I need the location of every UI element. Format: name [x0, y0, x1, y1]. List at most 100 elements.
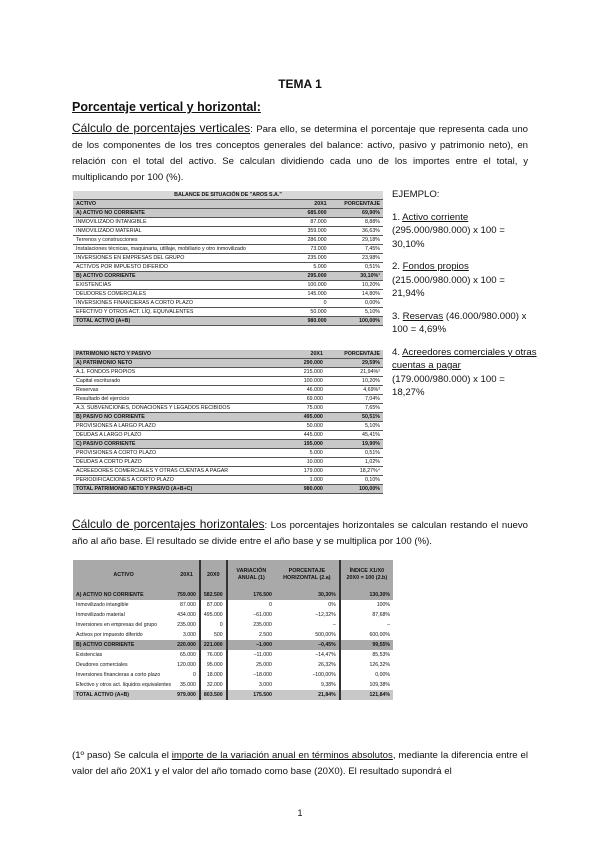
table-row: DEUDAS A CORTO PLAZO 10.000 1,02% — [73, 457, 383, 467]
table-row: A) PATRIMONIO NETO 290.000 29,59% — [73, 358, 383, 368]
table-row: ACTIVOS POR IMPUESTO DIFERIDO 5.000 0,51% — [73, 262, 383, 272]
value-cell: 50.000 — [291, 421, 326, 431]
value-cell: 176.500 — [225, 590, 275, 600]
table-header-row: ACTIVO 20X1 PORCENTAJE — [73, 199, 383, 209]
label-cell: INVERSIONES EN EMPRESAS DEL GRUPO — [73, 253, 298, 263]
label-cell: Capital escriturado — [73, 376, 292, 386]
value-cell: 10,20% — [329, 280, 383, 290]
label-cell: PROVISIONES A CORTO PLAZO — [73, 448, 292, 458]
table-row: Inversiones financieras a corto plazo 0 18… — [73, 670, 393, 680]
value-cell: 0 — [193, 672, 196, 678]
table-row: Inmovilizado material 434.000 495.000 −61.0… — [73, 610, 393, 620]
label-cell: DEUDORES COMERCIALES — [73, 289, 298, 299]
value-cell: 7,04% — [325, 394, 383, 404]
value-cell: 50.000 — [297, 307, 330, 317]
table-row: Inversiones en empresas del grupo 235.000… — [73, 620, 393, 630]
value-cell: 5.000 — [297, 262, 330, 272]
column-header: ACTIVO — [73, 560, 175, 590]
value-cell: 85,53% — [338, 650, 393, 660]
value-cell: −11.000 — [225, 650, 275, 660]
label-cell: Inmovilizado intangible — [76, 602, 129, 608]
value-cell: 7,45% — [329, 244, 383, 254]
value-cell: 5,10% — [329, 307, 383, 317]
table-row: DEUDORES COMERCIALES 145.000 14,80% — [73, 289, 383, 299]
value-cell: −14,47% — [315, 652, 336, 658]
label-cell: EXISTENCIAS — [73, 280, 298, 290]
label-cell: EFECTIVO Y OTROS ACT. LÍQ. EQUIVALENTES — [73, 307, 298, 317]
table-row: TOTAL ACTIVO (A+B) 980.000 100,00% — [73, 316, 383, 326]
value-cell: 18.000 — [198, 670, 227, 680]
value-cell: 50,51% — [325, 412, 383, 422]
table-row: PROVISIONES A LARGO PLAZO 50.000 5,10% — [73, 421, 383, 431]
step1-text: , mediante la diferencia entre el valor … — [72, 750, 528, 777]
value-cell: 100% — [338, 600, 393, 610]
label-cell: B) ACTIVO CORRIENTE — [73, 271, 298, 281]
table-row: ACREEDORES COMERCIALES Y OTRAS CUENTAS A… — [73, 466, 383, 476]
horizontal-text: : Los porcentajes horizontales se calcul… — [72, 520, 528, 547]
table-row: TOTAL PATRIMONIO NETO Y PASIVO (A+B+C) 98… — [73, 484, 383, 494]
value-cell: 65.000 — [180, 652, 196, 658]
value-cell: 3.000 — [182, 632, 196, 638]
table-row: Inmovilizado intangible 87.000 87.000 0 0% 10… — [73, 600, 393, 610]
label-cell: INMOVILIZADO MATERIAL — [73, 226, 298, 236]
value-cell: 26,32% — [318, 662, 336, 668]
value-cell: 14,80% — [329, 289, 383, 299]
value-cell: 600,00% — [338, 630, 393, 640]
example-number: 3. — [392, 310, 403, 322]
vertical-paragraph: Cálculo de porcentajes verticales: Para … — [72, 120, 528, 186]
label-cell: Activos por impuesto diferido — [76, 632, 143, 638]
column-header: ÍNDICE X1/X0 20X0 = 100 (2.b) — [338, 560, 393, 590]
value-cell: 35.000 — [180, 682, 196, 688]
label-cell: Terrenos y construcciones — [73, 235, 298, 245]
value-cell: 235.000 — [177, 622, 196, 628]
table-row: A.1. FONDOS PROPIOS 215.000 21,94%² — [73, 367, 383, 377]
value-cell: – — [332, 622, 336, 628]
value-cell: 30,30% — [274, 590, 340, 600]
value-cell: 500,00% — [315, 632, 336, 638]
value-cell: 23,98% — [329, 253, 383, 263]
value-cell: 100.000 — [291, 376, 326, 386]
label-cell: Instalaciones técnicas, maquinaria, util… — [73, 244, 298, 254]
label-cell: A) ACTIVO NO CORRIENTE — [73, 208, 298, 218]
table-row: A.3. SUBVENCIONES, DONACIONES Y LEGADOS … — [73, 403, 383, 413]
example-number: 4. — [392, 346, 403, 358]
example-item: 2. Fondos propios (215.000/980.000) x 10… — [392, 260, 540, 301]
table-caption-row: BALANCE DE SITUACIÓN DE "AROS S.A." — [73, 191, 383, 200]
value-cell: 179.000 — [291, 466, 326, 476]
value-cell: 3.000 — [225, 680, 275, 690]
vertical-lead: Cálculo de porcentajes verticales — [72, 121, 251, 135]
example-formula: (295.000/980.000) x 100 = 30,10% — [392, 225, 505, 250]
value-cell: 87.000 — [180, 602, 196, 608]
table-row: Instalaciones técnicas, maquinaria, util… — [73, 244, 383, 254]
example-box: EJEMPLO: 1. Activo corriente (295.000/980… — [392, 188, 540, 409]
document-title: TEMA 1 — [278, 77, 322, 91]
value-cell: 0,00% — [329, 298, 383, 308]
value-cell: 803.500 — [198, 690, 227, 700]
label-cell: ACTIVOS POR IMPUESTO DIFERIDO — [73, 262, 298, 272]
table-row: Capital escriturado 100.000 10,20% — [73, 376, 383, 386]
label-cell: PERIODIFICACIONES A CORTO PLAZO — [73, 475, 292, 485]
label-cell: B) PASIVO NO CORRIENTE — [73, 412, 292, 422]
value-cell: 215.000 — [291, 367, 326, 377]
label-cell: Efectivo y otros act. líquidos equivalen… — [76, 682, 172, 688]
label-cell: ACREEDORES COMERCIALES Y OTRAS CUENTAS A… — [73, 466, 292, 476]
label-cell: Existencias — [76, 652, 103, 658]
value-cell: 290.000 — [291, 358, 326, 368]
value-cell: −0,45% — [274, 640, 340, 650]
table-row: Reservas 46.000 4,69%³ — [73, 385, 383, 395]
table-row: EFECTIVO Y OTROS ACT. LÍQ. EQUIVALENTES 5… — [73, 307, 383, 317]
example-formula: (46.000/980.000) x 100 = 4,69% — [392, 310, 527, 336]
value-cell: 235.000 — [297, 253, 330, 263]
section-heading: Porcentaje vertical y horizontal: — [72, 100, 261, 114]
horizontal-paragraph: Cálculo de porcentajes horizontales: Los… — [72, 516, 528, 550]
step1-prefix: (1º paso) Se calcula el — [72, 750, 172, 761]
column-header: 20X1 — [291, 350, 326, 359]
table-row: Existencias 65.000 76.000 −11.000 −14,47% 85,… — [73, 650, 393, 660]
value-cell: 76.000 — [198, 650, 227, 660]
value-cell: 87.000 — [297, 217, 330, 227]
balance-activo-table: BALANCE DE SITUACIÓN DE "AROS S.A." ACTIV… — [73, 191, 383, 326]
label-cell: C) PASIVO CORRIENTE — [73, 439, 292, 449]
value-cell: 29,59% — [325, 358, 383, 368]
value-cell: −61.000 — [225, 610, 275, 620]
